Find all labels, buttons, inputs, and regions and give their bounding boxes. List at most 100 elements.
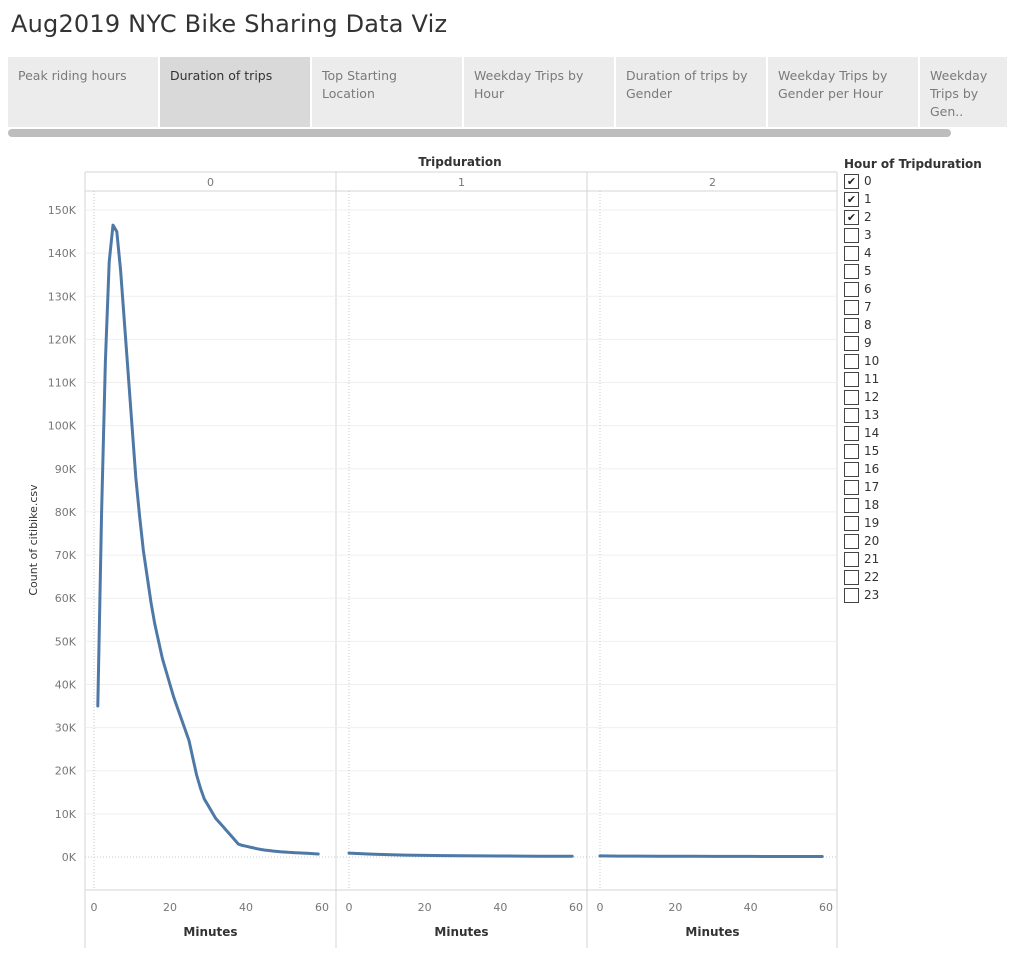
y-tick-label: 130K bbox=[48, 290, 77, 303]
checkbox-23[interactable] bbox=[844, 588, 859, 603]
checkbox-0[interactable]: ✔ bbox=[844, 174, 859, 189]
story-tabs: Peak riding hours Duration of trips Top … bbox=[8, 57, 1007, 127]
legend-label: 0 bbox=[864, 174, 872, 188]
y-tick-label: 90K bbox=[55, 463, 77, 476]
y-tick-label: 60K bbox=[55, 592, 77, 605]
legend-label: 8 bbox=[864, 318, 872, 332]
panel-header-2: 2 bbox=[709, 176, 716, 189]
y-tick-label: 70K bbox=[55, 549, 77, 562]
legend-item-22[interactable]: 22 bbox=[843, 569, 1013, 587]
checkbox-18[interactable] bbox=[844, 498, 859, 513]
y-tick-label: 50K bbox=[55, 635, 77, 648]
x-tick-label: 0 bbox=[346, 901, 353, 914]
tab-top-starting-location[interactable]: Top Starting Location bbox=[312, 57, 462, 127]
legend-label: 5 bbox=[864, 264, 872, 278]
y-tick-label: 120K bbox=[48, 333, 77, 346]
legend-item-21[interactable]: 21 bbox=[843, 551, 1013, 569]
y-tick-label: 40K bbox=[55, 678, 77, 691]
checkbox-22[interactable] bbox=[844, 570, 859, 585]
y-tick-label: 140K bbox=[48, 247, 77, 260]
checkbox-4[interactable] bbox=[844, 246, 859, 261]
checkbox-7[interactable] bbox=[844, 300, 859, 315]
tab-weekday-trips-by-hour[interactable]: Weekday Trips by Hour bbox=[464, 57, 614, 127]
legend-item-9[interactable]: 9 bbox=[843, 335, 1013, 353]
x-tick-label: 0 bbox=[597, 901, 604, 914]
checkbox-9[interactable] bbox=[844, 336, 859, 351]
tab-peak-riding-hours[interactable]: Peak riding hours bbox=[8, 57, 158, 127]
checkbox-3[interactable] bbox=[844, 228, 859, 243]
checkbox-10[interactable] bbox=[844, 354, 859, 369]
x-axis-title: Minutes bbox=[183, 925, 237, 939]
legend-item-20[interactable]: 20 bbox=[843, 533, 1013, 551]
legend-item-16[interactable]: 16 bbox=[843, 461, 1013, 479]
y-tick-label: 110K bbox=[48, 377, 77, 390]
x-tick-label: 60 bbox=[819, 901, 833, 914]
checkbox-2[interactable]: ✔ bbox=[844, 210, 859, 225]
tab-weekday-trips-by-gen[interactable]: Weekday Trips by Gen.. bbox=[920, 57, 1007, 127]
x-tick-label: 40 bbox=[493, 901, 507, 914]
legend-item-3[interactable]: 3 bbox=[843, 227, 1013, 245]
legend-item-5[interactable]: 5 bbox=[843, 263, 1013, 281]
legend-label: 23 bbox=[864, 588, 880, 602]
y-tick-label: 30K bbox=[55, 722, 77, 735]
checkbox-19[interactable] bbox=[844, 516, 859, 531]
tab-duration-by-gender[interactable]: Duration of trips by Gender bbox=[616, 57, 766, 127]
legend-label: 22 bbox=[864, 570, 880, 584]
panel-header-0: 0 bbox=[207, 176, 214, 189]
tab-duration-of-trips[interactable]: Duration of trips bbox=[160, 57, 310, 127]
x-tick-label: 20 bbox=[418, 901, 432, 914]
legend-item-4[interactable]: 4 bbox=[843, 245, 1013, 263]
legend-label: 17 bbox=[864, 480, 880, 494]
legend-item-19[interactable]: 19 bbox=[843, 515, 1013, 533]
series-line-1 bbox=[347, 851, 574, 858]
legend-item-0[interactable]: ✔ 0 bbox=[843, 173, 1013, 191]
x-tick-label: 40 bbox=[744, 901, 758, 914]
legend-item-17[interactable]: 17 bbox=[843, 479, 1013, 497]
legend-item-8[interactable]: 8 bbox=[843, 317, 1013, 335]
legend-label: 6 bbox=[864, 282, 872, 296]
column-title: Tripduration bbox=[418, 155, 501, 169]
x-axis-title: Minutes bbox=[685, 925, 739, 939]
legend-item-11[interactable]: 11 bbox=[843, 371, 1013, 389]
legend-label: 11 bbox=[864, 372, 880, 386]
legend-item-23[interactable]: 23 bbox=[843, 587, 1013, 605]
legend-item-2[interactable]: ✔ 2 bbox=[843, 209, 1013, 227]
legend-item-10[interactable]: 10 bbox=[843, 353, 1013, 371]
legend-label: 7 bbox=[864, 300, 872, 314]
x-tick-label: 20 bbox=[668, 901, 682, 914]
y-tick-label: 10K bbox=[55, 808, 77, 821]
y-axis-title: Count of citibike.csv bbox=[27, 484, 40, 596]
legend-item-13[interactable]: 13 bbox=[843, 407, 1013, 425]
legend-item-18[interactable]: 18 bbox=[843, 497, 1013, 515]
legend-item-7[interactable]: 7 bbox=[843, 299, 1013, 317]
checkbox-20[interactable] bbox=[844, 534, 859, 549]
legend-title: Hour of Tripduration bbox=[844, 157, 982, 171]
line-chart: Tripduration 0K 10K 20K 30K 40K 50K 60K 70K 80K 90… bbox=[27, 155, 838, 948]
checkbox-8[interactable] bbox=[844, 318, 859, 333]
x-tick-label: 60 bbox=[569, 901, 583, 914]
y-tick-label: 100K bbox=[48, 420, 77, 433]
checkbox-6[interactable] bbox=[844, 282, 859, 297]
tab-weekday-gender-hour[interactable]: Weekday Trips by Gender per Hour bbox=[768, 57, 918, 127]
legend-item-6[interactable]: 6 bbox=[843, 281, 1013, 299]
checkbox-11[interactable] bbox=[844, 372, 859, 387]
checkbox-1[interactable]: ✔ bbox=[844, 192, 859, 207]
legend-item-12[interactable]: 12 bbox=[843, 389, 1013, 407]
legend-item-14[interactable]: 14 bbox=[843, 425, 1013, 443]
checkbox-14[interactable] bbox=[844, 426, 859, 441]
checkbox-21[interactable] bbox=[844, 552, 859, 567]
checkbox-16[interactable] bbox=[844, 462, 859, 477]
checkbox-17[interactable] bbox=[844, 480, 859, 495]
legend-label: 3 bbox=[864, 228, 872, 242]
checkbox-13[interactable] bbox=[844, 408, 859, 423]
y-tick-label: 150K bbox=[48, 204, 77, 217]
hour-filter-legend: Hour of Tripduration ✔ 0 ✔ 1 ✔ 2 3 4 5 6 7 8 9 10 11 12… bbox=[843, 157, 1013, 605]
legend-item-1[interactable]: ✔ 1 bbox=[843, 191, 1013, 209]
checkbox-12[interactable] bbox=[844, 390, 859, 405]
checkbox-5[interactable] bbox=[844, 264, 859, 279]
legend-label: 9 bbox=[864, 336, 872, 350]
legend-label: 2 bbox=[864, 210, 872, 224]
tabs-scrollbar[interactable] bbox=[8, 129, 951, 137]
checkbox-15[interactable] bbox=[844, 444, 859, 459]
legend-item-15[interactable]: 15 bbox=[843, 443, 1013, 461]
